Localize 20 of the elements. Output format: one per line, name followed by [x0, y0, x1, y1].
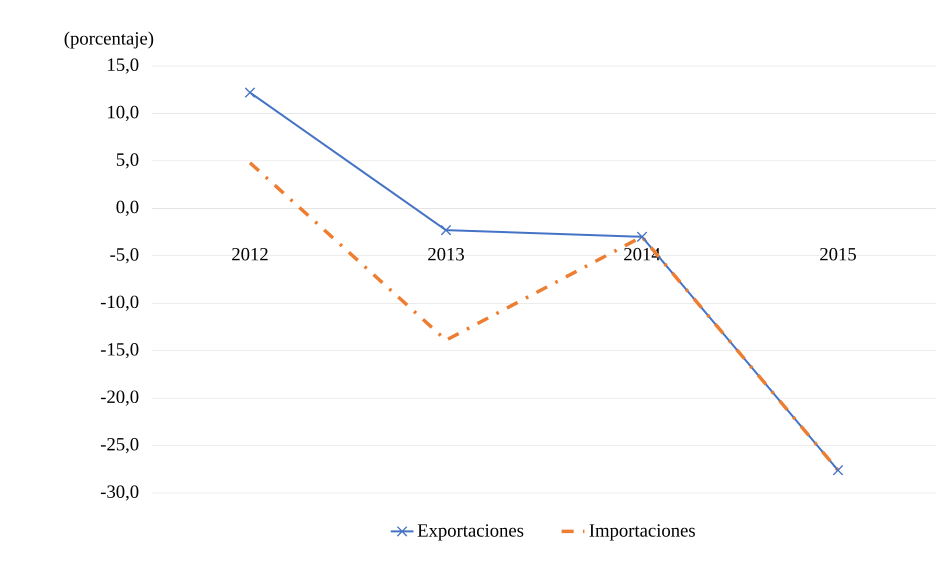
y-tick-label: -15,0: [100, 343, 138, 358]
x-tick-label: 2012: [232, 248, 268, 260]
point: [244, 87, 256, 98]
point: [636, 231, 648, 242]
y-tick-label: -20,0: [100, 390, 138, 406]
point: [440, 224, 452, 236]
y-tick-label: -10,0: [100, 296, 138, 311]
y-axis-title: (porcentaje): [64, 32, 154, 48]
y-tick-label: 10,0: [108, 106, 138, 122]
y-tick-label: -30,0: [100, 485, 138, 501]
x-tick-label: 2013: [428, 248, 464, 260]
y-tick-label: 5,0: [116, 153, 138, 169]
y-tick-label: -25,0: [100, 438, 138, 454]
legend-label: Importaciones: [589, 524, 695, 541]
y-tick-label: 0,0: [116, 200, 138, 216]
legend-label: Exportaciones: [418, 524, 524, 541]
y-tick-label: 15,0: [108, 58, 138, 74]
y-tick-label: -5,0: [110, 248, 138, 264]
point: [832, 464, 844, 476]
x-tick-label: 2015: [820, 248, 856, 260]
